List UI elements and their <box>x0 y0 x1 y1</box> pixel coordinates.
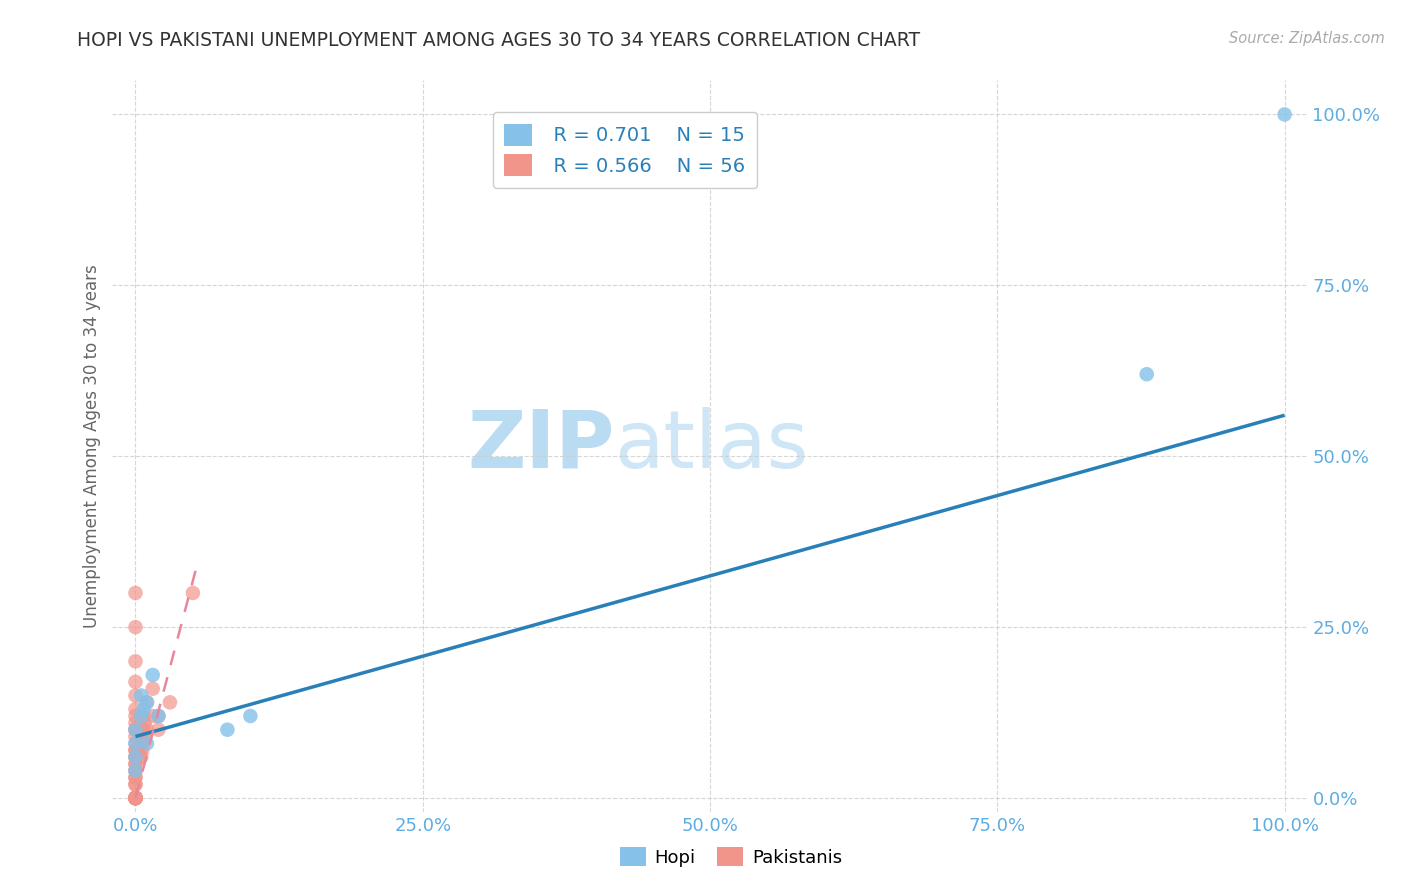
Point <box>124 777 146 791</box>
Text: Source: ZipAtlas.com: Source: ZipAtlas.com <box>1229 31 1385 46</box>
Point <box>148 709 170 723</box>
Point <box>129 709 152 723</box>
Text: atlas: atlas <box>614 407 808 485</box>
Point <box>124 771 146 785</box>
Text: ZIP: ZIP <box>467 407 614 485</box>
Point <box>124 791 146 805</box>
Point <box>124 730 146 744</box>
Point <box>124 756 146 771</box>
Point <box>136 695 159 709</box>
Text: HOPI VS PAKISTANI UNEMPLOYMENT AMONG AGES 30 TO 34 YEARS CORRELATION CHART: HOPI VS PAKISTANI UNEMPLOYMENT AMONG AGE… <box>77 31 921 50</box>
Point <box>129 750 152 764</box>
Point <box>124 736 146 750</box>
Point <box>124 654 146 668</box>
Point <box>124 723 146 737</box>
Point <box>124 743 146 757</box>
Point <box>124 791 146 805</box>
Point <box>148 723 170 737</box>
Point <box>124 791 146 805</box>
Legend:   R = 0.701    N = 15,   R = 0.566    N = 56: R = 0.701 N = 15, R = 0.566 N = 56 <box>492 112 756 188</box>
Point <box>181 586 204 600</box>
Point <box>159 695 181 709</box>
Point <box>124 777 146 791</box>
Point <box>124 715 146 730</box>
Point <box>136 723 159 737</box>
Point <box>129 750 152 764</box>
Point <box>124 791 146 805</box>
Point <box>134 730 156 744</box>
Point <box>124 791 146 805</box>
Point <box>124 791 146 805</box>
Point <box>124 586 146 600</box>
Y-axis label: Unemployment Among Ages 30 to 34 years: Unemployment Among Ages 30 to 34 years <box>83 264 101 628</box>
Point <box>124 620 146 634</box>
Point <box>129 743 152 757</box>
Point <box>124 791 146 805</box>
Point <box>136 695 159 709</box>
Point <box>124 743 146 757</box>
Point <box>142 668 165 682</box>
Point <box>124 709 146 723</box>
Point <box>239 709 262 723</box>
Point <box>124 750 146 764</box>
Point <box>217 723 239 737</box>
Point <box>132 702 155 716</box>
Point <box>124 791 146 805</box>
Point <box>129 689 152 703</box>
Point <box>132 723 155 737</box>
Point <box>124 750 146 764</box>
Point <box>124 674 146 689</box>
Point <box>124 764 146 778</box>
Point <box>131 730 153 744</box>
Point <box>1274 107 1296 121</box>
Point <box>124 771 146 785</box>
Point <box>142 709 165 723</box>
Point <box>142 681 165 696</box>
Point <box>124 791 146 805</box>
Point <box>132 736 155 750</box>
Point <box>124 764 146 778</box>
Point <box>148 709 170 723</box>
Point <box>129 736 152 750</box>
Point <box>124 750 146 764</box>
Point <box>124 764 146 778</box>
Point <box>124 702 146 716</box>
Legend: Hopi, Pakistanis: Hopi, Pakistanis <box>613 840 849 874</box>
Point <box>1136 368 1159 382</box>
Point <box>124 791 146 805</box>
Point <box>124 723 146 737</box>
Point <box>124 791 146 805</box>
Point <box>134 715 156 730</box>
Point <box>124 791 146 805</box>
Point <box>124 736 146 750</box>
Point <box>124 756 146 771</box>
Point <box>124 791 146 805</box>
Point <box>124 723 146 737</box>
Point <box>124 689 146 703</box>
Point <box>136 736 159 750</box>
Point <box>131 743 153 757</box>
Point <box>132 709 155 723</box>
